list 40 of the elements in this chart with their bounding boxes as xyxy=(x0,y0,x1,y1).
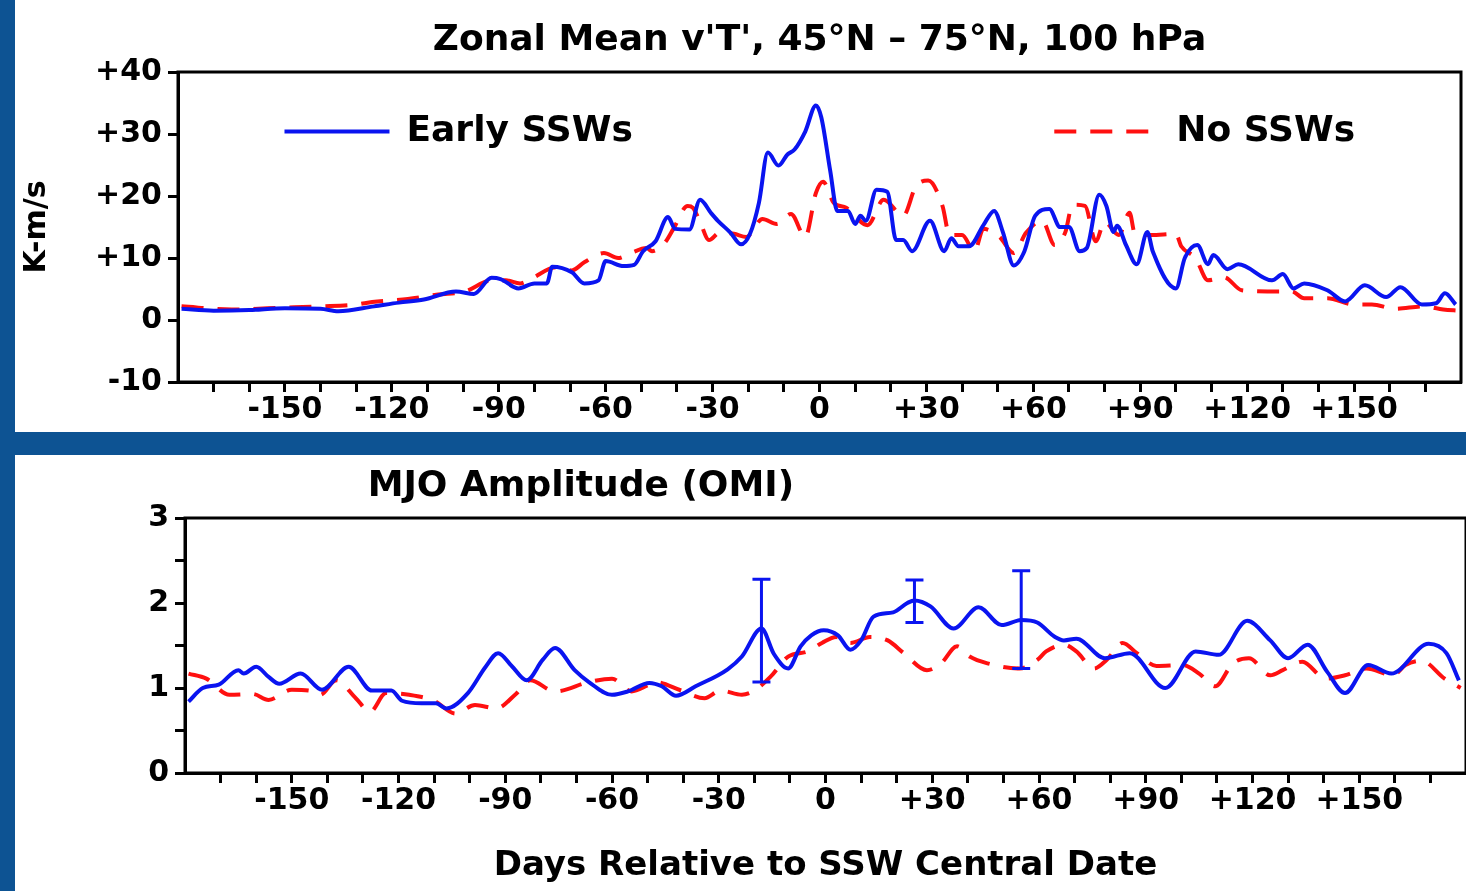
x-tick-label: +120 xyxy=(1208,780,1297,816)
y-tick-label: +40 xyxy=(95,51,162,87)
x-tick-label: -30 xyxy=(691,780,746,816)
y-tick-label: 3 xyxy=(148,497,169,533)
x-tick-label: -90 xyxy=(478,780,533,816)
x-axis-title: Days Relative to SSW Central Date xyxy=(493,843,1158,884)
x-tick-label: -90 xyxy=(471,389,526,425)
x-tick-label: +60 xyxy=(1005,780,1073,816)
x-tick-label: -120 xyxy=(360,780,437,816)
line-series xyxy=(179,103,1458,314)
chart-title: Zonal Mean v'T', 45°N – 75°N, 100 hPa xyxy=(432,17,1207,58)
x-tick-label: +60 xyxy=(999,389,1067,425)
x-tick-label: -150 xyxy=(247,389,323,425)
line-series xyxy=(186,635,1463,716)
x-tick-label: +30 xyxy=(892,389,960,425)
x-tick-label: +120 xyxy=(1203,389,1292,425)
x-tick-label: +150 xyxy=(1310,389,1398,425)
x-tick-label: -120 xyxy=(354,389,430,425)
x-tick-label: +30 xyxy=(898,780,966,816)
x-tick-label: 0 xyxy=(815,780,836,816)
y-tick-label: -10 xyxy=(107,361,162,397)
legend-label: Early SSWs xyxy=(406,107,633,149)
legend-label: No SSWs xyxy=(1176,107,1356,149)
x-tick-label: -150 xyxy=(254,780,330,816)
y-tick-label: 0 xyxy=(141,299,162,335)
x-tick-label: 0 xyxy=(809,389,830,425)
x-tick-label: -60 xyxy=(584,780,640,816)
y-tick-label: 0 xyxy=(148,752,169,788)
x-tick-label: +90 xyxy=(1112,780,1180,816)
y-axis-title: K-m/s xyxy=(16,180,52,274)
x-tick-label: -60 xyxy=(578,389,633,425)
y-tick-label: +30 xyxy=(95,113,162,149)
y-tick-label: +20 xyxy=(95,175,162,211)
x-tick-label: +90 xyxy=(1106,389,1174,425)
y-tick-label: 1 xyxy=(148,667,169,703)
chart-title: MJO Amplitude (OMI) xyxy=(367,463,795,504)
y-tick-label: 2 xyxy=(148,582,169,618)
x-tick-label: -30 xyxy=(685,389,740,425)
y-tick-label: +10 xyxy=(95,237,162,273)
x-tick-label: +150 xyxy=(1315,780,1404,816)
